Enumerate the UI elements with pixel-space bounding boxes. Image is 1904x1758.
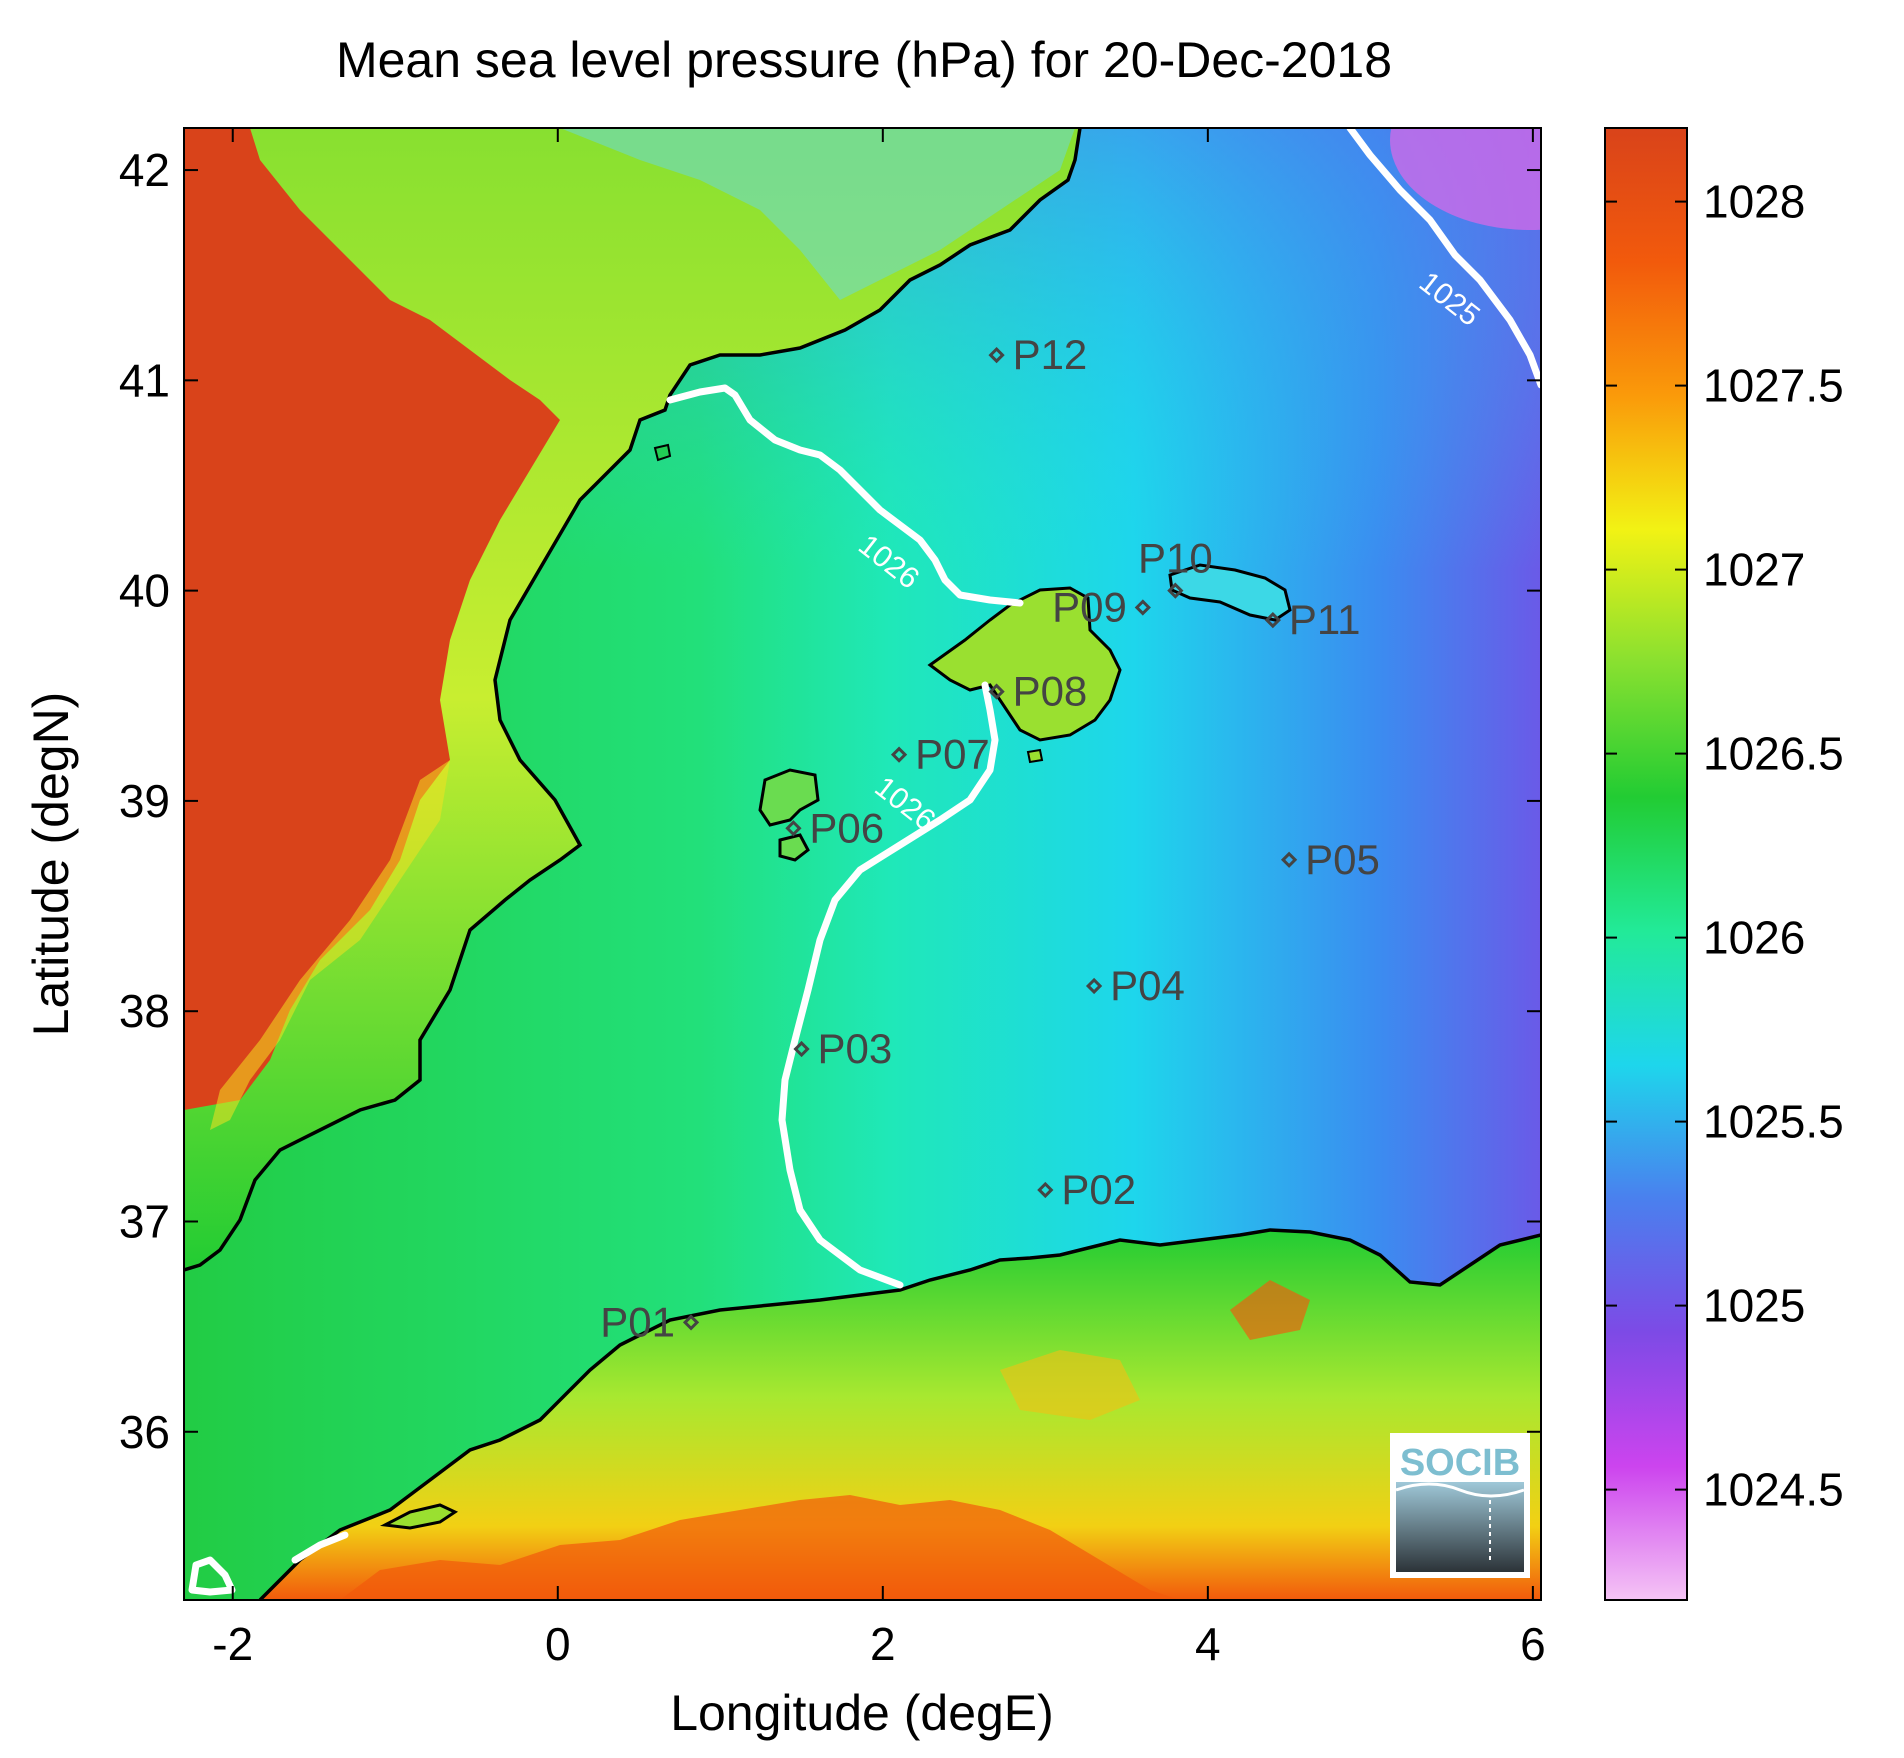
station-p07[interactable]: P07 [890, 731, 990, 778]
logo-text: SOCIB [1400, 1442, 1520, 1484]
colorbar-tick-label: 1028 [1703, 176, 1805, 228]
station-p01[interactable]: P01 [600, 1298, 700, 1345]
station-p09[interactable]: P09 [1052, 583, 1151, 630]
isobar-1025 [1346, 128, 1541, 389]
y-tick-label: 42 [119, 144, 170, 196]
station-diamond-icon [793, 1040, 810, 1058]
station-p12[interactable]: P12 [988, 331, 1088, 378]
station-p03[interactable]: P03 [793, 1025, 893, 1072]
station-label: P07 [915, 731, 990, 778]
y-tick-label: 40 [119, 565, 170, 617]
station-diamond-icon [1085, 977, 1103, 995]
station-diamond-icon [988, 683, 1005, 700]
station-diamond-icon [785, 820, 802, 837]
station-p11[interactable]: P11 [1264, 596, 1361, 643]
colorbar-tick-label: 1024.5 [1703, 1464, 1844, 1516]
y-tick-label: 38 [119, 985, 170, 1037]
station-diamond-icon [1280, 851, 1298, 868]
ibiza-island [758, 768, 820, 827]
iberia-coastline [184, 128, 1082, 1272]
station-diamond-icon [1167, 582, 1184, 599]
station-p02[interactable]: P02 [1037, 1166, 1136, 1213]
north-africa-land [260, 1230, 1541, 1600]
station-label: P11 [1289, 596, 1361, 643]
station-p05[interactable]: P05 [1280, 836, 1380, 883]
x-tick-label: 2 [870, 1618, 896, 1670]
station-diamond-icon [1264, 611, 1281, 629]
isobar-1026-south [778, 681, 999, 1289]
isobar-1026-corner [188, 1556, 236, 1596]
cabrera-island [1026, 748, 1044, 764]
x-tick-label: 0 [545, 1618, 571, 1670]
formentera-island [778, 833, 810, 862]
x-axis-ticks: -2 0 2 4 6 [212, 128, 1546, 1670]
isobar-1026 [666, 384, 1024, 607]
plot-frame [183, 127, 1542, 1601]
iberia-yellow-band [210, 760, 450, 1130]
pyrenees-highland [560, 128, 1075, 300]
station-diamond-icon [1037, 1181, 1054, 1199]
station-label: P03 [818, 1025, 893, 1072]
africa-coastline [258, 1228, 1541, 1600]
station-diamond-icon [890, 746, 908, 763]
north-africa-highland [340, 1495, 1180, 1600]
colorbar-tick-label: 1025.5 [1703, 1096, 1844, 1148]
station-label: P04 [1110, 962, 1185, 1009]
station-label: P02 [1061, 1166, 1136, 1213]
station-label: P05 [1305, 836, 1380, 883]
logo-wave-icon [1395, 1482, 1525, 1498]
atlas-patch-2 [1000, 1350, 1140, 1420]
alboran-island-coast [379, 1503, 459, 1530]
y-tick-label: 41 [119, 354, 170, 406]
station-diamond-icon [1134, 599, 1151, 616]
y-axis-ticks: 36 37 38 39 40 41 42 [119, 144, 1541, 1458]
isobar-1026-coast [291, 1531, 349, 1564]
colorbar [1604, 127, 1688, 1601]
station-label: P06 [809, 804, 884, 851]
colorbar-tick-label: 1027.5 [1703, 360, 1844, 412]
y-tick-label: 39 [119, 775, 170, 827]
station-diamond-icon [988, 346, 1005, 364]
y-tick-label: 37 [119, 1195, 170, 1247]
station-p08[interactable]: P08 [988, 668, 1088, 715]
socib-logo: SOCIB [1390, 1433, 1530, 1578]
atlas-patch-1 [1230, 1280, 1310, 1340]
station-label: P08 [1013, 668, 1088, 715]
columbretes-island [653, 443, 672, 462]
station-label: P10 [1138, 535, 1213, 582]
x-tick-label: -2 [212, 1618, 253, 1670]
colorbar-tick-label: 1025 [1703, 1280, 1805, 1332]
y-tick-label: 36 [119, 1406, 170, 1458]
station-label: P01 [600, 1298, 675, 1345]
logo-sea [1396, 1482, 1524, 1572]
colorbar-ticks: 1024.5 1025 1025.5 1026 1026.5 1027 1027.5 1028 [1605, 176, 1844, 1516]
station-p10[interactable]: P10 [1138, 535, 1213, 599]
x-tick-label: 4 [1195, 1618, 1221, 1670]
station-label: P12 [1013, 331, 1088, 378]
x-tick-label: 6 [1520, 1618, 1546, 1670]
station-label: P09 [1052, 583, 1127, 630]
low-pressure-patch [1390, 128, 1541, 230]
x-axis-label: Longitude (degE) [670, 1685, 1054, 1741]
station-p04[interactable]: P04 [1085, 962, 1185, 1009]
station-diamond-icon [682, 1314, 700, 1331]
station-p06[interactable]: P06 [785, 804, 884, 851]
iberia-plateau [184, 128, 560, 1110]
menorca-island [1168, 563, 1292, 622]
map-title: Mean sea level pressure (hPa) for 20-Dec… [336, 32, 1392, 88]
colorbar-tick-label: 1026.5 [1703, 728, 1844, 780]
y-axis-label: Latitude (degN) [23, 692, 79, 1037]
colorbar-tick-label: 1026 [1703, 912, 1805, 964]
colorbar-tick-label: 1027 [1703, 544, 1805, 596]
